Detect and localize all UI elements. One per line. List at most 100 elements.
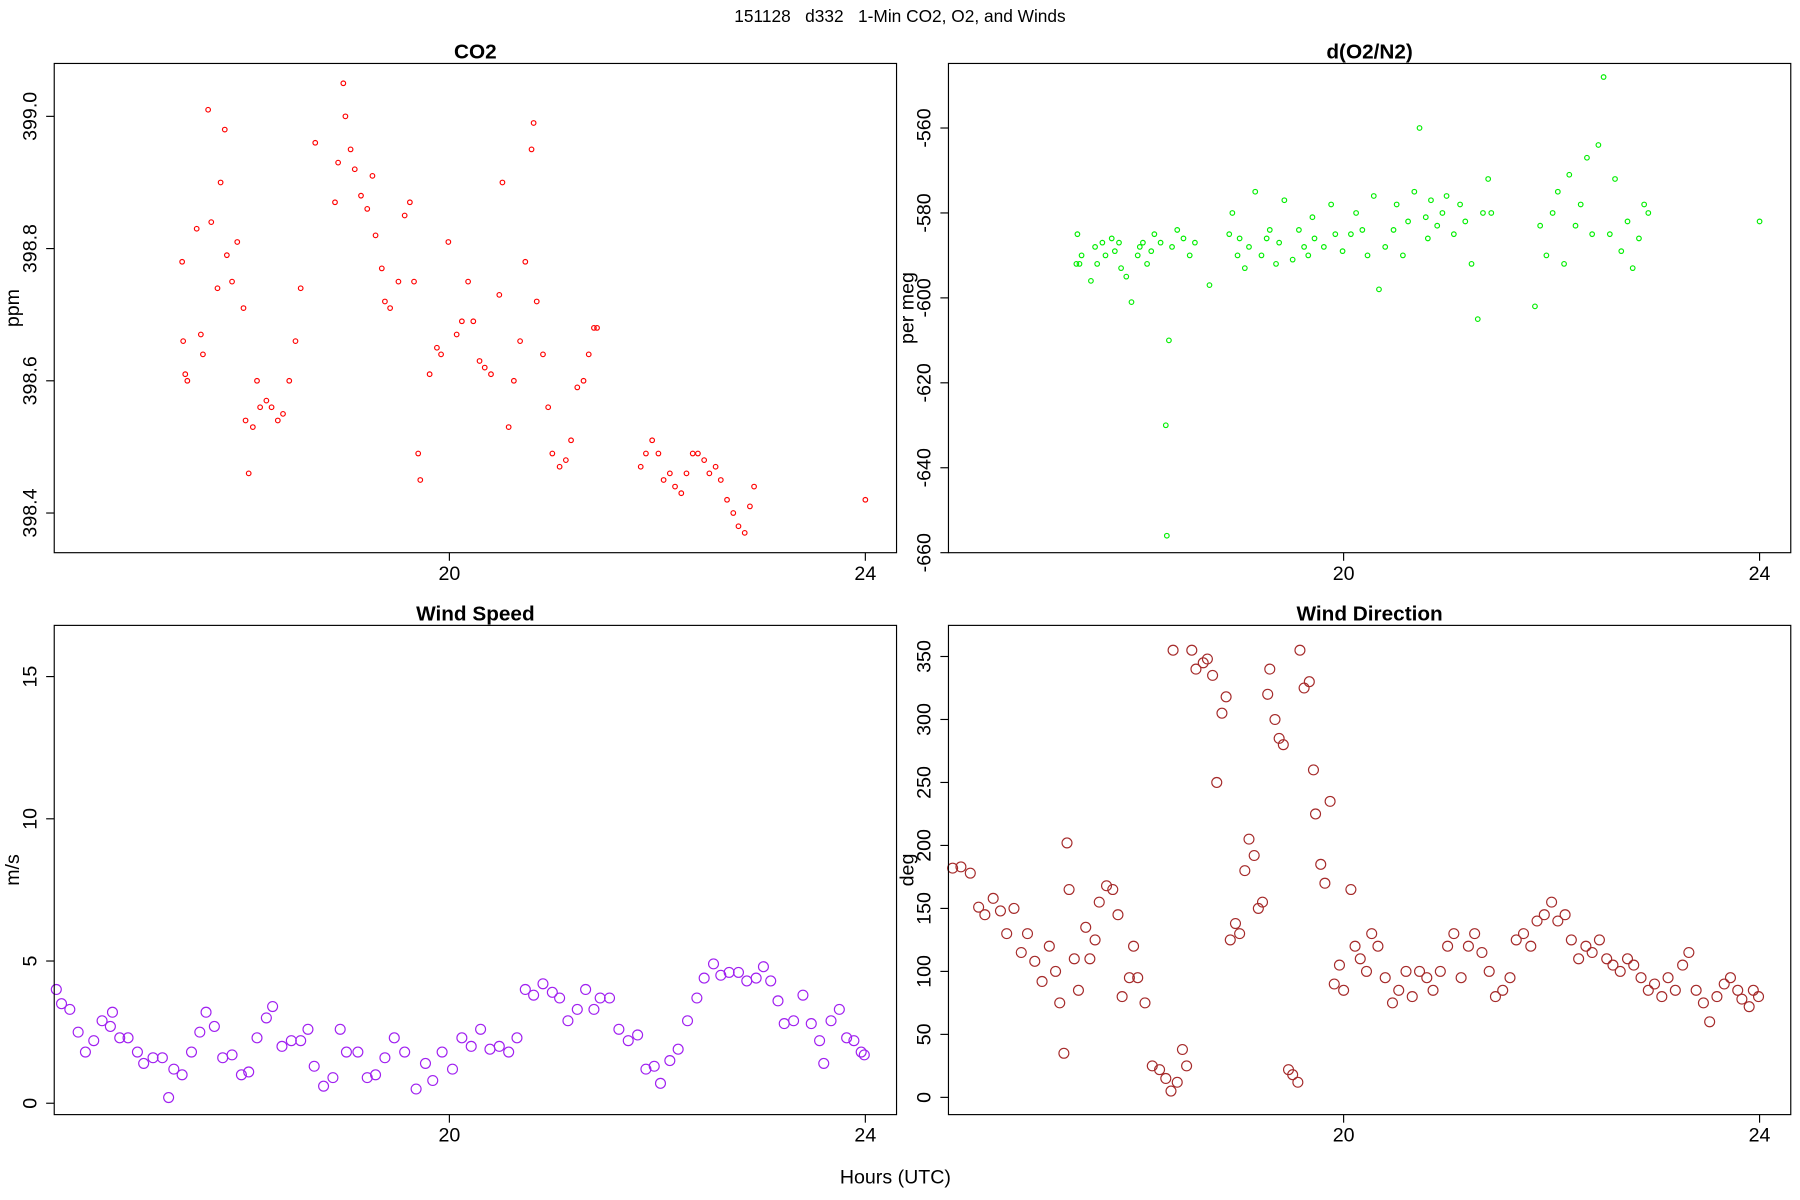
point — [1072, 984, 1084, 996]
point — [185, 1046, 198, 1058]
y-tick-label: 398.6 — [19, 356, 41, 405]
point — [1163, 532, 1170, 539]
point — [689, 450, 696, 457]
point — [1162, 422, 1169, 429]
point — [1292, 1076, 1304, 1088]
y-tick-label: -580 — [914, 193, 936, 232]
point — [1151, 231, 1158, 238]
point — [274, 417, 281, 424]
point — [1353, 210, 1359, 216]
point — [1601, 953, 1613, 965]
x-tick-label: 20 — [1333, 1125, 1355, 1147]
point — [1258, 252, 1265, 259]
point — [217, 179, 224, 186]
point — [1084, 953, 1096, 965]
point — [574, 384, 581, 391]
point — [510, 377, 517, 384]
point — [226, 1049, 238, 1061]
point — [1089, 934, 1101, 946]
point — [637, 463, 644, 470]
point — [1186, 252, 1193, 259]
point — [401, 212, 408, 219]
point — [545, 404, 552, 411]
point — [1262, 688, 1274, 700]
point — [335, 159, 342, 166]
point — [1241, 265, 1248, 272]
point — [987, 892, 999, 904]
point — [1485, 176, 1492, 182]
point — [591, 325, 597, 331]
point — [96, 1015, 108, 1027]
y-tick-label: -640 — [914, 448, 936, 487]
point — [1636, 235, 1642, 242]
point — [730, 510, 737, 516]
point — [1281, 197, 1288, 204]
point — [841, 1032, 853, 1044]
point — [1123, 972, 1135, 984]
point — [1549, 210, 1556, 216]
point — [352, 1046, 364, 1058]
point — [1277, 739, 1289, 751]
point — [1624, 218, 1631, 225]
point — [1469, 928, 1481, 940]
point — [456, 1032, 468, 1044]
point — [1029, 955, 1041, 967]
point — [1593, 934, 1605, 946]
point — [1474, 316, 1481, 323]
x-tick-label: 24 — [1749, 563, 1771, 585]
point — [1252, 902, 1264, 914]
point — [1252, 188, 1259, 195]
point — [681, 1015, 694, 1027]
point — [741, 529, 748, 536]
point — [1021, 928, 1034, 940]
panel-title: Wind Direction — [1297, 602, 1443, 625]
point — [312, 139, 319, 146]
point — [973, 901, 985, 913]
point — [476, 358, 483, 364]
point — [994, 905, 1006, 917]
point — [1621, 953, 1634, 965]
point — [1400, 965, 1412, 977]
point — [1102, 252, 1109, 259]
point — [200, 1006, 212, 1018]
point — [528, 989, 540, 1001]
point — [1224, 934, 1236, 946]
point — [1434, 222, 1441, 229]
panel-title: d(O2/N2) — [1326, 41, 1412, 64]
point — [1108, 235, 1115, 242]
y-axis-label: deg — [896, 854, 918, 887]
point — [1642, 984, 1654, 996]
point — [1510, 934, 1522, 946]
point — [1220, 691, 1232, 703]
point — [427, 1074, 439, 1087]
point — [1320, 244, 1327, 250]
point — [1167, 644, 1179, 656]
panel: CO2 ppm 398.4 398.6 398.8 399.0 20 24 — [2, 41, 898, 585]
point — [1236, 235, 1243, 242]
point — [1301, 244, 1307, 250]
point — [1442, 940, 1454, 952]
point — [1683, 946, 1695, 959]
point — [735, 523, 742, 530]
point — [364, 206, 371, 212]
point — [1552, 915, 1564, 927]
point — [1107, 883, 1119, 896]
point — [251, 1032, 263, 1044]
point — [332, 199, 338, 206]
point — [1434, 965, 1446, 977]
point — [955, 861, 967, 873]
point — [1088, 278, 1094, 284]
panel-title: CO2 — [454, 41, 497, 64]
point — [1537, 222, 1544, 229]
point — [580, 983, 592, 996]
point — [1073, 261, 1080, 267]
x-tick-label: 20 — [438, 563, 460, 585]
point — [295, 1035, 307, 1047]
point — [1324, 795, 1336, 807]
point — [1743, 1001, 1755, 1013]
point — [436, 1046, 448, 1058]
point — [242, 417, 249, 424]
y-axis-label: per meg — [896, 272, 918, 344]
point — [1273, 732, 1285, 744]
y-tick-label: 0 — [914, 1092, 936, 1103]
